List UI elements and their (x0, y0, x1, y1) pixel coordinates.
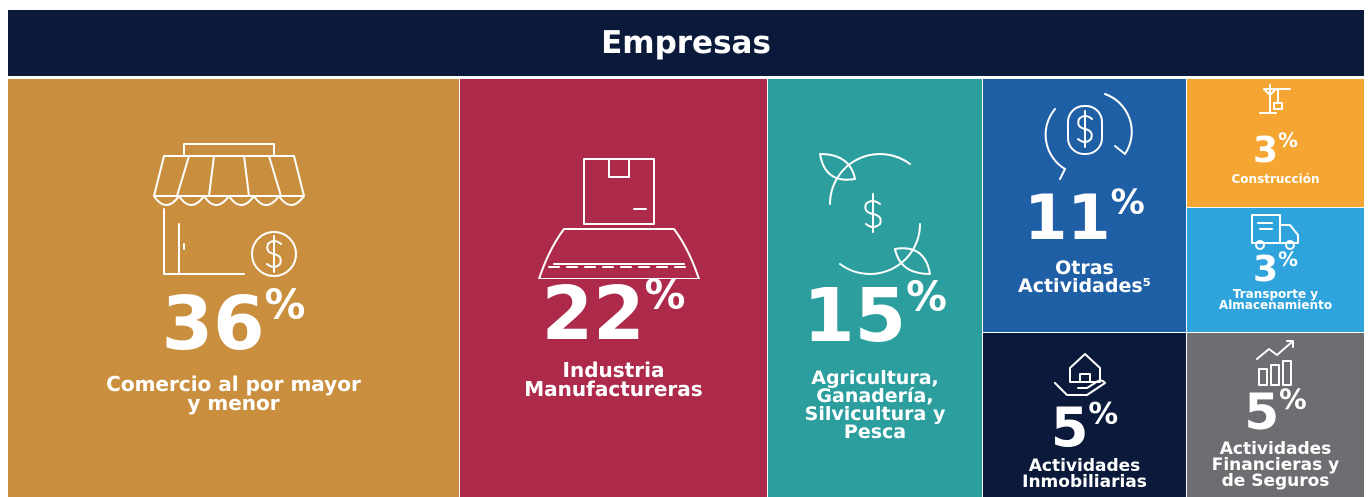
icon-house (1053, 353, 1106, 396)
icon-crane (1258, 84, 1291, 114)
unit: % (1279, 383, 1307, 416)
value: 3 (1253, 130, 1279, 171)
value: 15 (803, 273, 907, 359)
value: 3 (1253, 249, 1279, 290)
value: 5 (1244, 383, 1280, 441)
icon-agro (819, 153, 931, 275)
category-label: Otras Actividades⁵ (1018, 257, 1151, 298)
unit: % (1088, 396, 1119, 432)
value-label: 11% (983, 185, 1186, 249)
icon-truck (1250, 214, 1299, 250)
value-label: 22% (460, 274, 767, 351)
value-label: 3% (1187, 249, 1364, 290)
value-label: 36% (8, 284, 459, 361)
unit: % (1110, 182, 1145, 223)
tile: 5% Actividades Financieras y de Seguros (1187, 333, 1364, 497)
tile: 5% Actividades Inmobiliarias (983, 333, 1186, 497)
category-label: Transporte y Almacenamiento (1218, 287, 1333, 313)
icon-growth (1255, 340, 1294, 386)
value-label: 3% (1187, 130, 1364, 171)
tile: 11% Otras Actividades⁵ (983, 79, 1186, 332)
value: 36 (161, 281, 265, 367)
category-label: Actividades Inmobiliarias (1022, 456, 1147, 493)
unit: % (906, 272, 947, 321)
unit: % (644, 270, 686, 319)
tile: 3% Construcción (1187, 79, 1364, 207)
value: 22 (541, 271, 645, 357)
value: 5 (1050, 396, 1089, 459)
value-label: 5% (1187, 386, 1364, 437)
category-label: Comercio al por mayor y menor (106, 372, 361, 415)
category-label: Construcción (1231, 172, 1320, 186)
chart-title: Empresas (8, 10, 1364, 76)
value-label: 5% (983, 399, 1186, 455)
tile: 15% Agricultura, Ganadería, Silvicultura… (768, 79, 982, 497)
tile: 22% Industria Manufactureras (460, 79, 767, 497)
value-label: 15% (768, 276, 982, 353)
icon-conveyor (537, 158, 700, 279)
unit: % (1278, 129, 1298, 153)
category-label: Agricultura, Ganadería, Silvicultura y P… (804, 367, 946, 444)
category-label: Industria Manufactureras (524, 358, 703, 401)
icon-store (152, 143, 305, 277)
category-label: Actividades Financieras y de Seguros (1211, 439, 1340, 492)
icon-cycle (1044, 93, 1133, 180)
value: 11 (1024, 181, 1111, 254)
tile: 3% Transporte y Almacenamiento (1187, 208, 1364, 332)
unit: % (1278, 248, 1298, 272)
unit: % (264, 280, 306, 329)
tile: 36% Comercio al por mayor y menor (8, 79, 459, 497)
